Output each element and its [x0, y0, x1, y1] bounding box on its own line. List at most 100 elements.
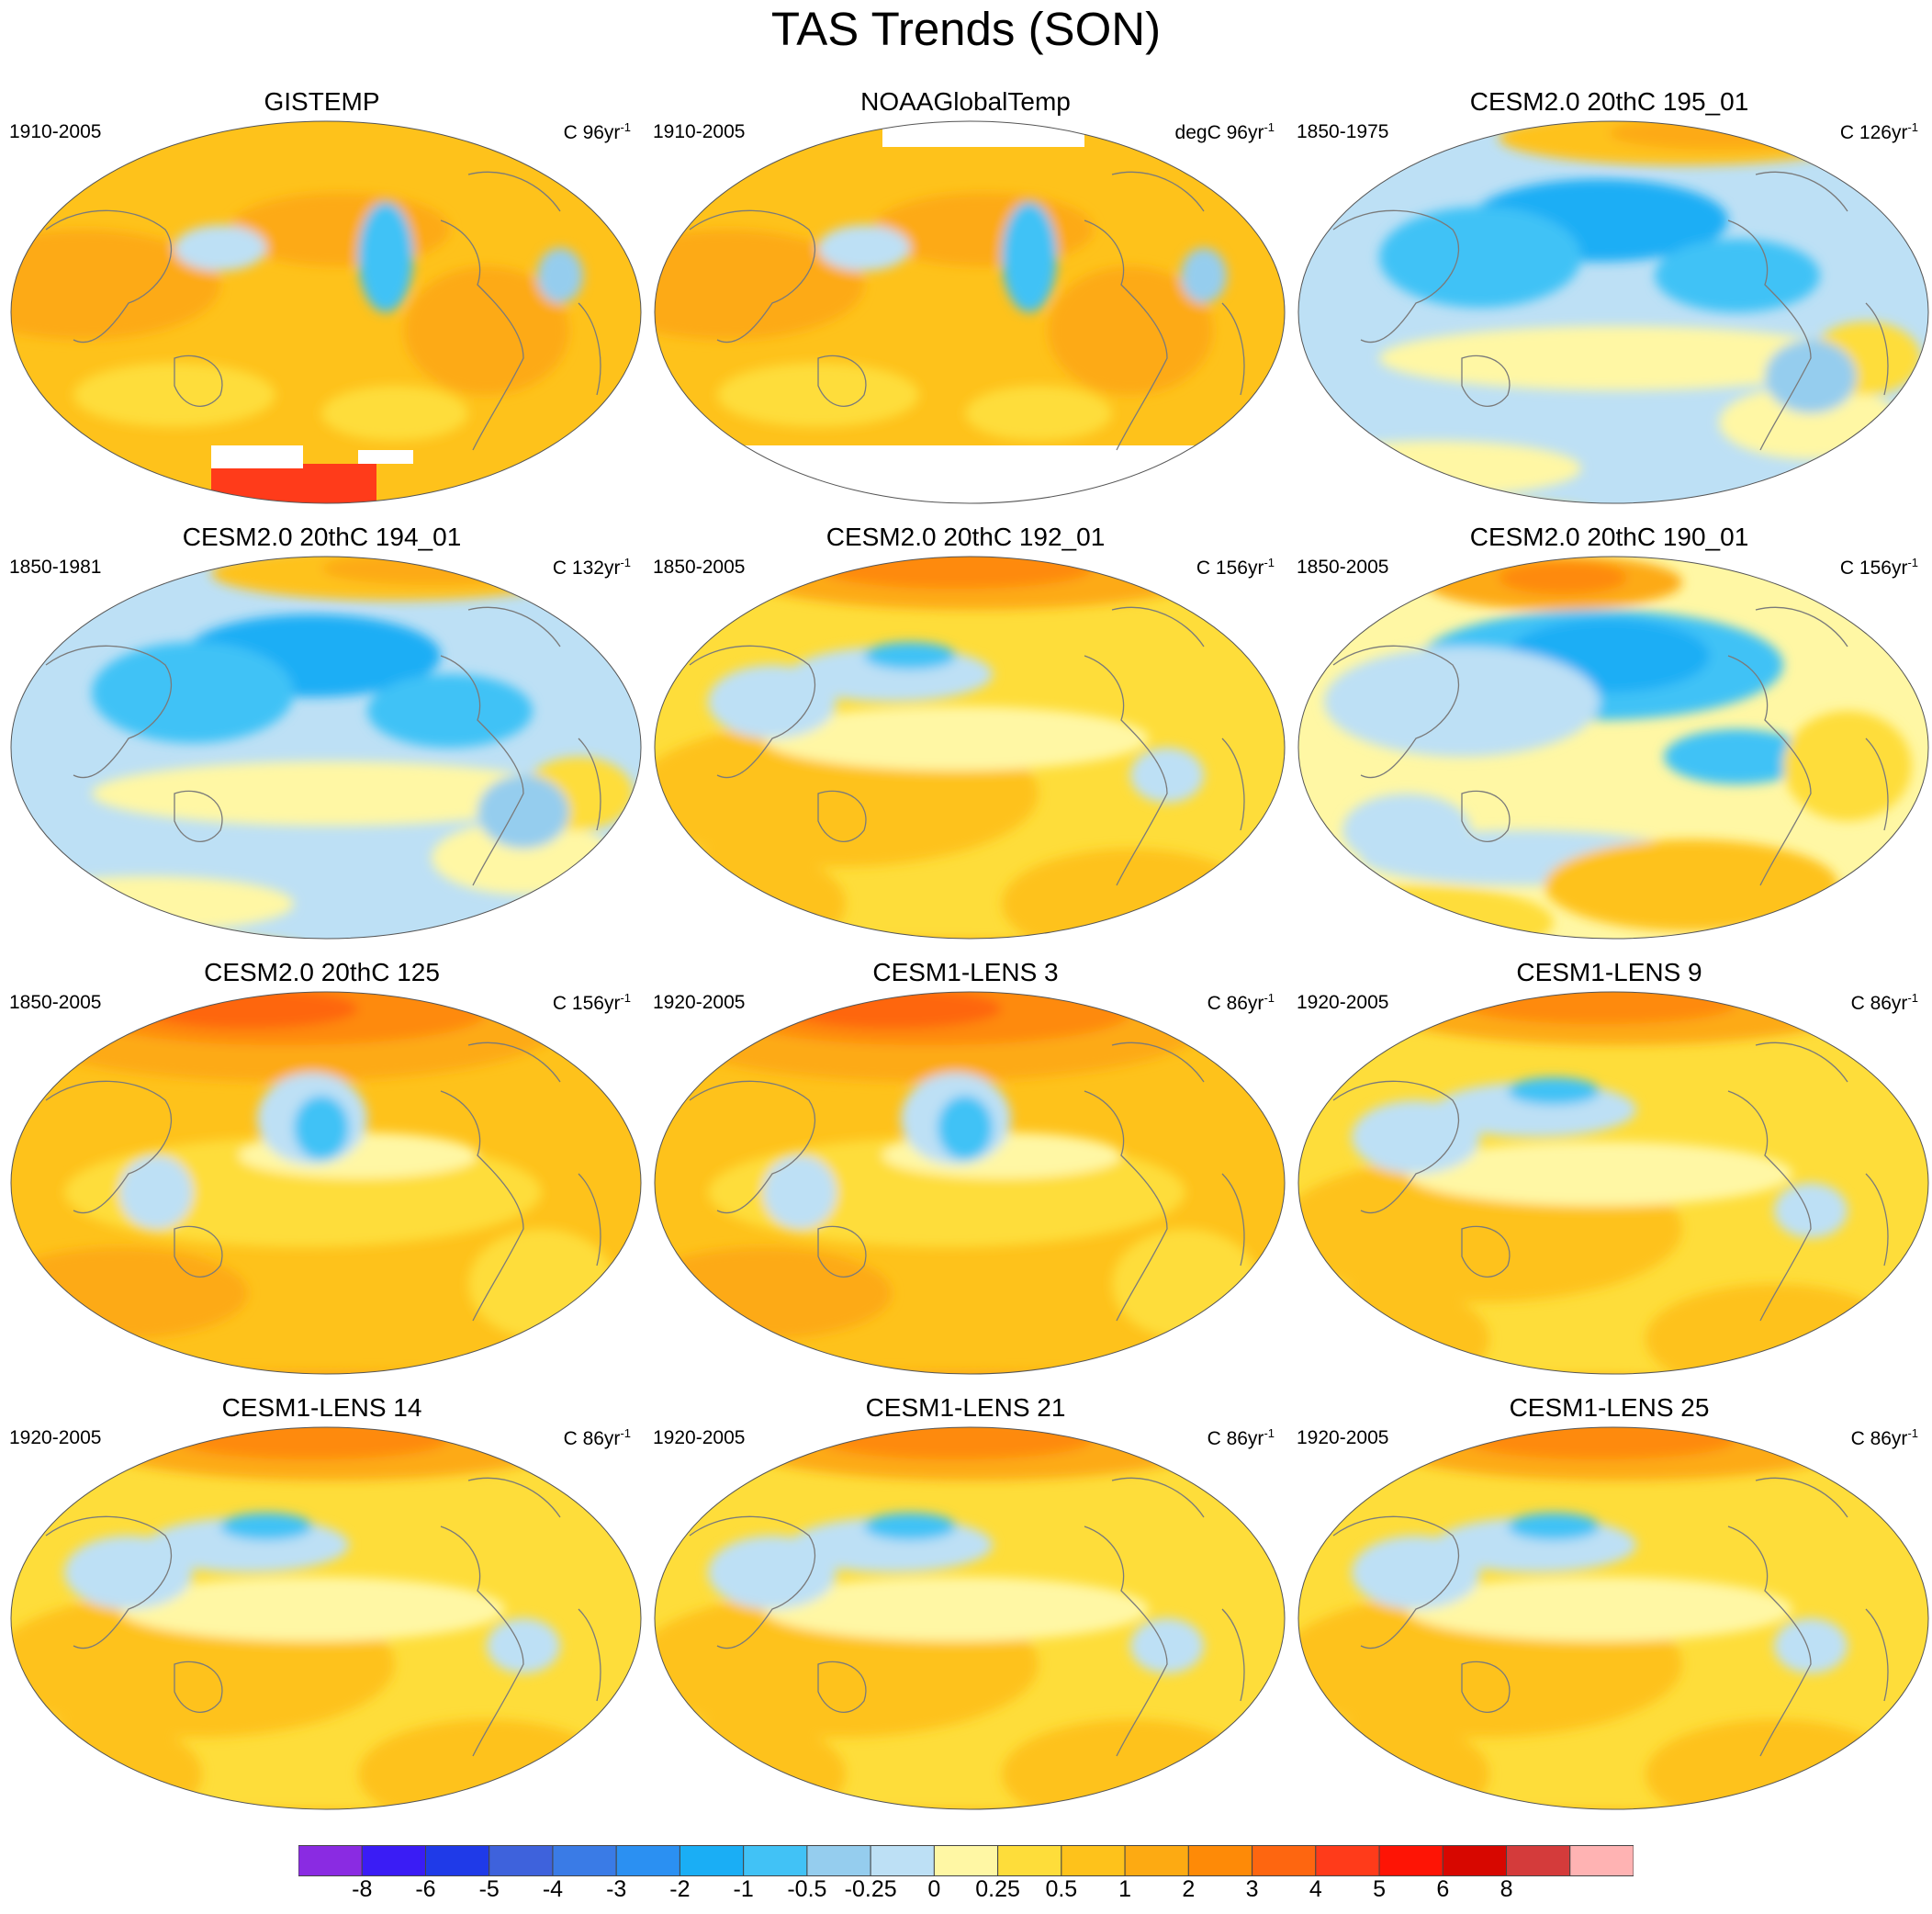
panel-units: C 156yr-1: [553, 986, 631, 1016]
panel-title: CESM2.0 20thC 192_01: [826, 523, 1106, 551]
coastline: [440, 220, 524, 451]
colorbar-bin: [1061, 1845, 1126, 1876]
coastline: [1727, 1090, 1812, 1322]
trend-map: [654, 556, 1286, 940]
coastline: [689, 645, 815, 779]
trend-field-patch: [92, 761, 569, 826]
trend-field-patch: [938, 1096, 993, 1160]
trend-field-patch: [537, 248, 583, 303]
coastline: [440, 655, 524, 886]
colorbar-tick-label: -3: [606, 1876, 627, 1902]
panel-units: degC 96yr-1: [1175, 116, 1275, 145]
trend-field-patch: [1664, 729, 1811, 784]
trend-field-patch: [367, 674, 533, 748]
panel-title: CESM1-LENS 3: [872, 958, 1059, 986]
panel-title: CESM2.0 20thC 194_01: [182, 523, 462, 551]
trend-field-patch: [73, 363, 275, 427]
trend-field-patch: [1499, 561, 1627, 594]
panel-title: CESM2.0 20thC 195_01: [1469, 87, 1749, 116]
trend-field-patch: [321, 386, 468, 441]
trend-field-patch: [1048, 266, 1213, 395]
trend-field-patch: [763, 1155, 837, 1229]
colorbar-bin: [870, 1845, 935, 1876]
trend-field-patch: [119, 1155, 193, 1229]
colorbar-tick-label: 3: [1245, 1876, 1259, 1902]
panel-units: C 86yr-1: [1851, 1422, 1918, 1451]
colorbar-bin: [1569, 1845, 1634, 1876]
trend-map: [1297, 556, 1929, 940]
trend-map: [10, 120, 642, 504]
panel-period: 1850-1975: [1297, 121, 1389, 142]
units-text: C 86yr: [1850, 1428, 1908, 1449]
panel-period: 1910-2005: [653, 121, 746, 142]
coastline: [1332, 1080, 1459, 1214]
coastline: [689, 1515, 815, 1649]
trend-field-patch: [1407, 1577, 1792, 1641]
colorbar-bin: [361, 1845, 426, 1876]
missing-data-region: [211, 445, 303, 468]
panel-period: 1920-2005: [1297, 992, 1389, 1013]
coastline: [1865, 1173, 1889, 1267]
colorbar-bin: [1506, 1845, 1571, 1876]
trend-field-patch: [1655, 239, 1820, 312]
trend-field-patch: [220, 1513, 312, 1540]
colorbar-tick-label: 0: [927, 1876, 941, 1902]
colorbar-tick-label: 1: [1118, 1876, 1132, 1902]
panel-period: 1920-2005: [9, 1427, 102, 1448]
units-exponent: -1: [1264, 991, 1275, 1005]
panel-period: 1920-2005: [653, 1427, 746, 1448]
coastline: [440, 1090, 524, 1322]
coastline: [45, 1080, 172, 1214]
trend-field-patch: [358, 202, 413, 312]
panel-period: 1920-2005: [1297, 1427, 1389, 1448]
panel-title: NOAAGlobalTemp: [860, 87, 1071, 116]
coastline: [1461, 1661, 1511, 1713]
colorbar-labels: -8 -6 -5 -4 -3 -2 -1 -0.5 -0.25 0 0.25 0.5 1 2 3 4 5 6 8: [0, 1875, 1932, 1912]
trend-field-patch: [1379, 207, 1581, 308]
colorbar-bin: [743, 1845, 808, 1876]
coastline: [174, 1661, 223, 1713]
coastline: [1461, 355, 1511, 407]
trend-field-patch: [294, 1096, 349, 1160]
trend-field-patch: [1508, 1077, 1600, 1105]
map-panel: CESM2.0 20thC 190_01 1850-2005 C 156yr-1: [1287, 435, 1931, 940]
trend-field-patch: [1002, 202, 1057, 312]
colorbar-bin: [615, 1845, 680, 1876]
panel-title: CESM1-LENS 21: [865, 1393, 1066, 1422]
trend-map: [1297, 991, 1929, 1375]
trend-field-patch: [1765, 340, 1857, 413]
colorbar-bin: [489, 1845, 554, 1876]
trend-map: [10, 556, 642, 940]
trend-field-patch: [477, 775, 569, 849]
units-text: C 96yr: [563, 122, 621, 143]
map-panel: CESM1-LENS 3 1920-2005 C 86yr-1: [644, 871, 1287, 1375]
coastline: [45, 209, 172, 343]
trend-field-patch: [708, 1536, 837, 1609]
units-text: C 86yr: [1207, 993, 1264, 1014]
map-panels-grid: GISTEMP 1910-2005 C 96yr-1 NOAAGlobalTemp 19…: [9, 87, 1931, 1810]
map-panel: CESM1-LENS 9 1920-2005 C 86yr-1: [1287, 871, 1931, 1375]
colorbar-tick-label: 4: [1309, 1876, 1322, 1902]
units-text: C 86yr: [1850, 993, 1908, 1014]
units-exponent: -1: [620, 120, 631, 134]
colorbar-bin: [1378, 1845, 1443, 1876]
colorbar: [298, 1845, 1634, 1876]
colorbar-bin: [552, 1845, 617, 1876]
trend-map: [1297, 120, 1929, 504]
colorbar-tick-label: -0.25: [844, 1876, 897, 1902]
panel-units: C 156yr-1: [1840, 551, 1918, 580]
coastline: [1755, 606, 1848, 647]
units-text: C 156yr: [552, 993, 621, 1014]
panel-units: C 126yr-1: [1840, 116, 1918, 145]
colorbar-bin: [1187, 1845, 1253, 1876]
coastline: [1865, 302, 1889, 396]
trend-field-patch: [864, 1513, 956, 1540]
units-exponent: -1: [1264, 1426, 1275, 1440]
coastline: [1084, 1090, 1168, 1322]
coastline: [1084, 220, 1168, 451]
trend-field-patch: [404, 266, 569, 395]
panel-units: C 86yr-1: [1208, 986, 1275, 1016]
colorbar-tick-label: 5: [1373, 1876, 1386, 1902]
trend-map: [1297, 1426, 1929, 1810]
trend-field-patch: [1324, 647, 1600, 757]
